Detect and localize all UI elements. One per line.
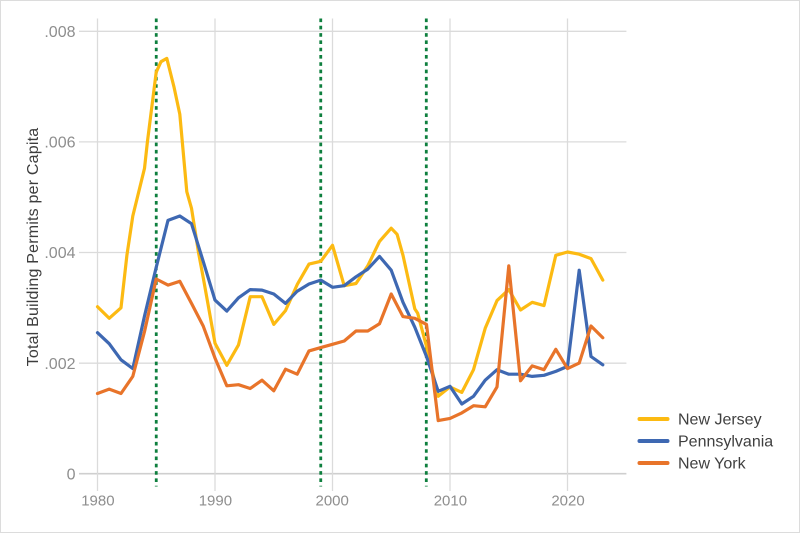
svg-text:2010: 2010: [434, 493, 467, 510]
svg-text:1990: 1990: [199, 493, 232, 510]
svg-text:.008: .008: [44, 24, 75, 41]
svg-text:New Jersey: New Jersey: [678, 412, 762, 429]
svg-text:New York: New York: [678, 456, 747, 473]
svg-text:.006: .006: [44, 135, 75, 152]
svg-text:0: 0: [67, 466, 76, 483]
svg-text:.002: .002: [44, 356, 75, 373]
svg-text:2000: 2000: [316, 493, 349, 510]
svg-text:1980: 1980: [81, 493, 114, 510]
svg-text:Total Building Permits per Cap: Total Building Permits per Capita: [25, 128, 42, 367]
svg-text:Pennsylvania: Pennsylvania: [678, 434, 773, 451]
svg-text:.004: .004: [44, 245, 75, 262]
svg-text:2020: 2020: [551, 493, 584, 510]
